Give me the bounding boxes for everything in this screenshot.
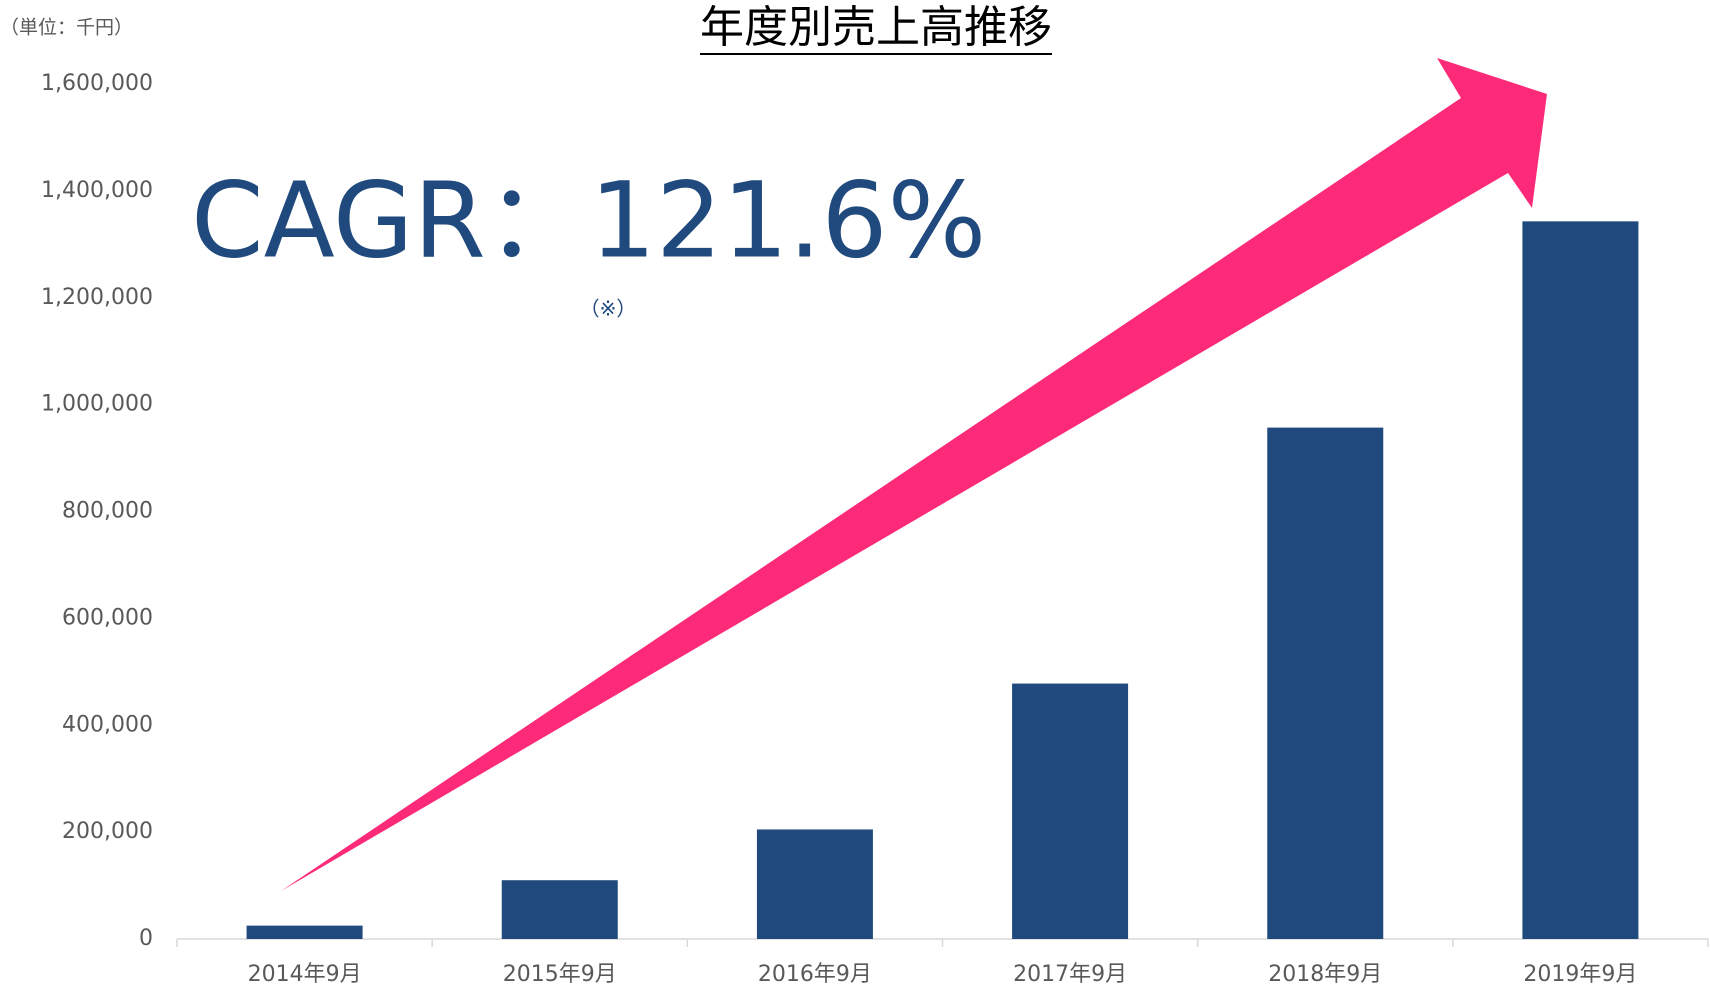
y-tick-label: 1,600,000 <box>41 71 153 96</box>
bar <box>246 925 363 939</box>
x-tick-label: 2015年9月 <box>503 962 617 987</box>
chart-title: 年度別売上高推移 <box>700 2 1052 53</box>
x-tick-label: 2018年9月 <box>1268 962 1382 987</box>
x-tick-label: 2014年9月 <box>248 962 362 987</box>
bar <box>1522 221 1639 940</box>
y-tick-label: 1,400,000 <box>41 178 153 203</box>
bar <box>1267 427 1384 939</box>
bar <box>756 829 873 939</box>
bar <box>1012 683 1129 939</box>
bar <box>501 880 618 939</box>
footnote-mark: （※） <box>580 297 637 321</box>
x-tick-label: 2017年9月 <box>1013 962 1127 987</box>
y-tick-label: 400,000 <box>62 712 153 737</box>
unit-label: （単位：千円） <box>0 17 133 39</box>
y-tick-label: 1,200,000 <box>41 285 153 310</box>
y-tick-label: 1,000,000 <box>41 392 153 417</box>
y-tick-label: 600,000 <box>62 605 153 630</box>
x-tick-label: 2019年9月 <box>1523 962 1637 987</box>
y-tick-label: 200,000 <box>62 819 153 844</box>
cagr-annotation: CAGR：121.6% <box>191 159 986 281</box>
y-tick-label: 800,000 <box>62 499 153 524</box>
trend-arrow <box>281 58 1547 891</box>
x-tick-label: 2016年9月 <box>758 962 872 987</box>
y-tick-label: 0 <box>139 926 153 951</box>
